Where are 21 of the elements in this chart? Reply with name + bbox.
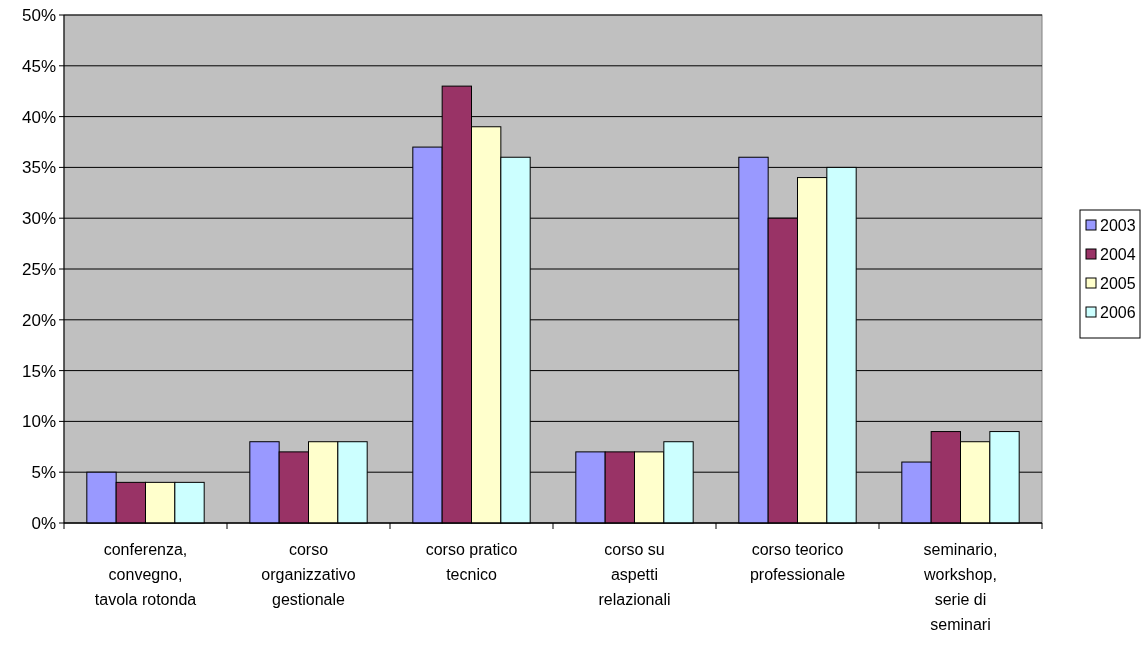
- y-tick-label: 0%: [31, 513, 56, 533]
- x-tick-label: corso pratico tecnico: [425, 541, 518, 583]
- y-tick-label: 10%: [21, 412, 56, 432]
- x-tick-label: corso su aspetti relazionali: [598, 541, 671, 608]
- x-tick-label: corso organizzativo gestionale: [261, 541, 356, 608]
- x-tick-label: corso teorico professionale: [749, 541, 846, 583]
- x-tick-label: seminario, workshop, serie di seminari: [923, 541, 998, 633]
- y-tick-label: 15%: [21, 361, 56, 381]
- y-tick-label: 35%: [21, 158, 56, 178]
- legend-label: 2005: [1100, 274, 1136, 292]
- legend-label: 2003: [1100, 216, 1136, 234]
- y-tick-label: 50%: [21, 5, 56, 25]
- y-tick-label: 20%: [21, 310, 56, 330]
- legend-label: 2006: [1100, 303, 1136, 321]
- y-tick-label: 30%: [21, 209, 56, 229]
- y-tick-label: 5%: [31, 463, 56, 483]
- y-tick-label: 40%: [21, 107, 56, 127]
- x-tick-label: conferenza, convegno, tavola rotonda: [94, 541, 197, 608]
- y-tick-label: 25%: [21, 259, 56, 279]
- legend-label: 2004: [1100, 245, 1136, 263]
- y-tick-label: 45%: [21, 56, 56, 76]
